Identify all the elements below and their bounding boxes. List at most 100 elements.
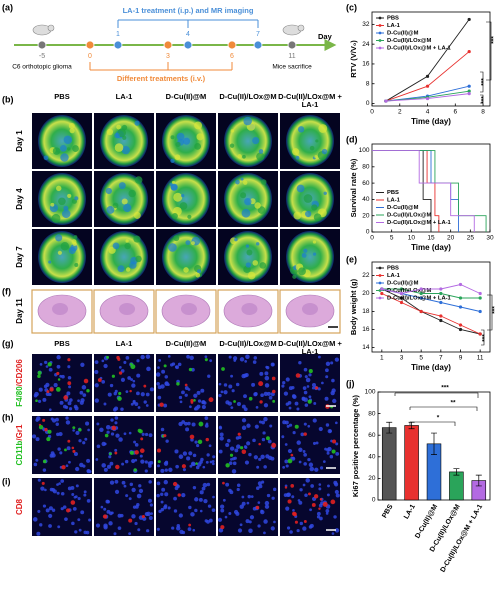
nucleus [261,420,265,425]
nucleus [62,505,67,509]
nucleus [129,482,134,487]
histology-detail [119,303,136,315]
nucleus [284,459,289,464]
nucleus [294,401,299,406]
nucleus [252,360,257,364]
marker-signal [271,376,276,381]
x-tick-label: 4 [426,109,430,116]
nucleus [300,432,305,437]
marker-signal [128,518,133,523]
nucleus [83,493,87,497]
nucleus [283,391,289,396]
x-tick-label: 1 [380,355,384,362]
x-tick-label: 15 [427,235,435,242]
nucleus [302,526,307,531]
nucleus [303,397,308,402]
mri-texture [301,252,307,258]
nucleus [302,450,306,453]
data-point [419,309,423,314]
marker-signal [225,463,230,468]
nucleus [258,420,262,424]
histology-detail [301,303,318,315]
row-label-part: CD11b [15,440,24,465]
nucleus [188,451,193,456]
nucleus [325,423,330,427]
mri-texture [74,262,79,268]
series-line [372,150,475,232]
nucleus [71,492,75,496]
marker-signal [208,397,214,403]
nucleus [192,485,197,490]
nucleus [184,386,189,390]
mri-texture [295,155,300,160]
column-header: LA-1 [115,339,133,348]
nucleus [327,484,330,488]
significance-bracket [480,94,484,104]
nucleus [333,480,338,485]
nucleus [178,395,183,400]
y-tick-label: 100 [359,147,370,154]
marker-signal [318,507,321,511]
mri-texture [292,274,297,279]
nucleus [225,482,230,487]
nucleus [101,463,106,468]
nucleus [95,523,101,528]
nucleus [68,385,72,389]
nucleus [223,390,228,395]
nucleus [108,455,112,459]
nucleus [308,373,312,377]
nucleus [245,354,250,360]
x-tick-label: 2 [398,109,402,116]
nucleus [227,438,231,443]
marker-signal [70,500,76,505]
mri-texture [240,192,247,199]
legend-label: PBS [387,16,399,22]
mri-texture [195,272,201,278]
nucleus [137,406,141,409]
mri-texture [175,141,181,148]
y-axis-label: Ki67 positive percentage (%) [351,394,360,497]
mri-texture [116,124,122,130]
nucleus [173,509,178,513]
nucleus [253,356,257,360]
legend-label: D-Cu(II)/LOx@M [387,288,431,294]
marker-signal [189,434,195,440]
nucleus [36,531,41,536]
nucleus [319,516,323,521]
nucleus [140,459,145,464]
panel-label: (j) [346,378,355,388]
marker-signal [67,358,71,362]
nucleus [220,390,224,394]
nucleus [205,422,209,426]
nucleus [317,387,321,391]
marker-signal [259,400,263,404]
nucleus [233,456,237,460]
marker-signal [255,505,260,510]
marker-signal [307,399,312,404]
marker-signal [111,425,117,431]
nucleus [266,391,271,396]
nucleus [182,451,188,456]
nucleus [212,495,215,499]
y-tick-label: 18 [362,308,370,315]
bar [449,471,464,501]
nucleus [330,361,334,365]
nucleus [135,391,140,396]
nucleus [134,458,138,462]
marker-signal [163,364,167,368]
nucleus [285,492,291,498]
nucleus [189,464,193,468]
marker-signal [108,452,112,456]
nucleus [257,481,262,486]
nucleus [160,507,165,512]
nucleus [285,506,290,511]
nucleus [130,378,134,381]
data-point [380,291,384,296]
data-point [439,287,443,291]
nucleus [158,509,162,513]
panel-label: (e) [346,254,357,264]
nucleus [136,373,141,378]
marker-signal [159,402,164,407]
x-tick-label: PBS [381,503,394,519]
marker-signal [156,448,162,453]
